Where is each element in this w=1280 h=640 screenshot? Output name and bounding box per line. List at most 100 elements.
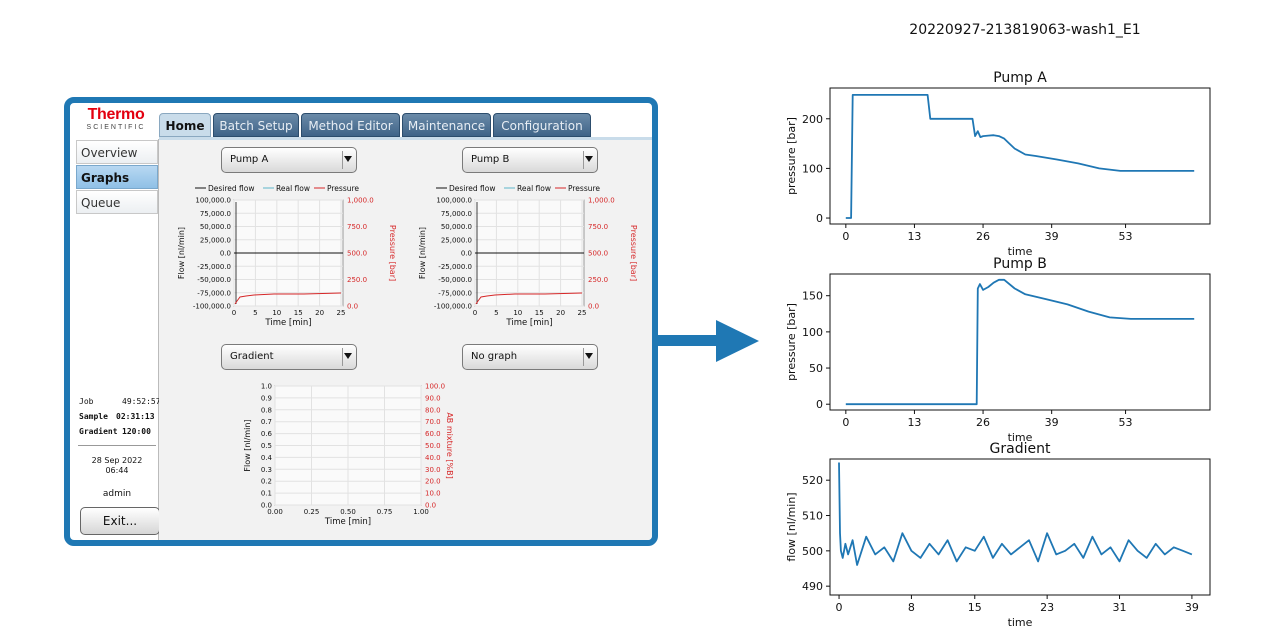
left-tick-label: 0.8 <box>261 406 272 414</box>
x-tick-label: 13 <box>907 416 921 429</box>
logo-line2: SCIENTIFIC <box>86 124 146 131</box>
arrow-right-icon <box>656 320 759 362</box>
job-value: 49:52:57 <box>122 397 161 406</box>
y-axis-label: pressure [bar] <box>785 117 798 195</box>
pressure-line <box>475 292 583 305</box>
right-tick-label: 0.0 <box>347 303 358 311</box>
sidebar-item-queue[interactable]: Queue <box>76 190 158 214</box>
left-tick-label: 0.9 <box>261 394 272 402</box>
chart-pump-b: Pump B 0 13 26 39 53 0 50 100 150 time pressure [ba… <box>785 256 1211 444</box>
logo-line1: Thermo <box>87 106 145 123</box>
y-axis-label-right: AB mixture [%B] <box>445 412 454 478</box>
left-tick-label: 0.4 <box>261 454 273 462</box>
left-tick-label: 0.0 <box>261 502 272 510</box>
x-tick-label: 10 <box>513 309 522 317</box>
chart-pump-a: Pump A 0 13 26 39 53 0 100 200 time pressure [bar] <box>785 70 1211 258</box>
x-tick-label: 23 <box>1040 601 1054 614</box>
left-tick-label: 0.0 <box>220 250 231 258</box>
instrument-graphs: Desired flow Real flow Pressure 100,000.0 75… <box>177 184 638 527</box>
right-tick-label: 0.0 <box>588 303 599 311</box>
series-line <box>845 278 1195 406</box>
tab-home[interactable]: Home <box>159 113 211 137</box>
right-tick-label: 70.0 <box>425 418 441 426</box>
chevron-down-icon <box>585 156 593 162</box>
x-tick-label: 15 <box>968 601 982 614</box>
sidebar-item-graphs[interactable]: Graphs <box>76 165 158 189</box>
x-tick-label: 13 <box>907 230 921 243</box>
left-tick-label: 75,000.0 <box>441 210 472 218</box>
left-tick-label: -75,000.0 <box>438 289 472 297</box>
left-tick-label: -50,000.0 <box>438 276 472 284</box>
right-tick-label: 80.0 <box>425 406 441 414</box>
y-axis-label-left: Flow [nl/min] <box>243 419 252 471</box>
right-tick-label: 750.0 <box>347 223 367 231</box>
x-tick-label: 20 <box>556 309 565 317</box>
graph-select-bottom-right[interactable]: No graph <box>462 344 598 370</box>
x-tick-label: 0.75 <box>377 508 393 516</box>
x-axis-label: Time [min] <box>324 517 371 527</box>
x-tick-label: 25 <box>337 309 346 317</box>
series-line <box>838 462 1193 566</box>
tab-method-editor[interactable]: Method Editor <box>301 113 400 137</box>
right-tick-label: 10.0 <box>425 490 441 498</box>
tab-configuration[interactable]: Configuration <box>493 113 591 137</box>
right-tick-label: 1,000.0 <box>588 197 615 205</box>
left-tick-label: -50,000.0 <box>197 276 231 284</box>
y-tick-label: 100 <box>802 162 823 175</box>
left-tick-label: -25,000.0 <box>197 263 231 271</box>
y-tick-label: 150 <box>802 290 823 303</box>
x-axis-label: Time [min] <box>264 318 311 328</box>
chart-title: Pump B <box>993 256 1047 272</box>
y-axis-label-left: Flow [nl/min] <box>177 227 186 279</box>
x-axis-label: Time [min] <box>505 318 552 328</box>
user-text: admin <box>102 489 132 499</box>
right-tick-label: 90.0 <box>425 394 441 402</box>
sidebar-item-overview[interactable]: Overview <box>76 140 158 164</box>
x-tick-label: 8 <box>908 601 915 614</box>
graph-select-top-right[interactable]: Pump B <box>462 147 598 173</box>
left-tick-label: -100,000.0 <box>193 303 231 311</box>
pump-b-graph: Desired flow Real flow Pressure 100,000.0 75… <box>418 184 638 328</box>
left-tick-label: 75,000.0 <box>200 210 231 218</box>
date-text: 28 Sep 2022 <box>91 456 143 465</box>
exit-button[interactable]: Exit... <box>80 507 160 535</box>
y-tick-label: 0 <box>816 398 823 411</box>
legend-desired: Desired flow <box>449 184 496 193</box>
right-tick-label: 750.0 <box>588 223 608 231</box>
plot-frame <box>829 87 1211 225</box>
pressure-line <box>234 292 342 305</box>
x-tick-label: 39 <box>1045 416 1059 429</box>
x-tick-label: 0.50 <box>340 508 356 516</box>
y-tick-label: 200 <box>802 113 823 126</box>
gradient-label: Gradient <box>79 427 118 436</box>
thermo-logo: Thermo SCIENTIFIC <box>76 107 156 135</box>
x-tick-label: 0.00 <box>267 508 283 516</box>
x-tick-label: 0 <box>232 309 236 317</box>
left-tick-label: 0.2 <box>261 478 272 486</box>
graph-select-bottom-left[interactable]: Gradient <box>221 344 357 370</box>
y-axis-label-left: Flow [nl/min] <box>418 227 427 279</box>
x-tick-label: 26 <box>976 416 990 429</box>
graph-select-top-left[interactable]: Pump A <box>221 147 357 173</box>
pump-a-graph: Desired flow Real flow Pressure 100,000.0 75… <box>177 184 397 328</box>
y-tick-label: 100 <box>802 326 823 339</box>
x-tick-label: 5 <box>253 309 257 317</box>
legend-real: Real flow <box>276 184 310 193</box>
y-tick-label: 490 <box>802 580 823 593</box>
chevron-down-icon <box>585 353 593 359</box>
tab-maintenance[interactable]: Maintenance <box>402 113 491 137</box>
figure-charts: Pump A 0 13 26 39 53 0 100 200 time pressure [bar]… <box>785 70 1211 629</box>
plot-frame <box>829 273 1211 411</box>
x-tick-label: 26 <box>976 230 990 243</box>
series-line <box>845 94 1195 219</box>
right-tick-label: 50.0 <box>425 442 441 450</box>
x-tick-label: 53 <box>1119 230 1133 243</box>
tab-batch-setup[interactable]: Batch Setup <box>213 113 299 137</box>
right-tick-label: 1,000.0 <box>347 197 374 205</box>
sidebar: Overview Graphs Queue Job 49:52:57 Sampl… <box>76 139 161 540</box>
legend-pressure: Pressure <box>327 184 359 193</box>
x-tick-label: 39 <box>1185 601 1199 614</box>
chevron-down-icon <box>344 353 352 359</box>
job-label: Job <box>79 397 94 406</box>
y-tick-label: 500 <box>802 545 823 558</box>
